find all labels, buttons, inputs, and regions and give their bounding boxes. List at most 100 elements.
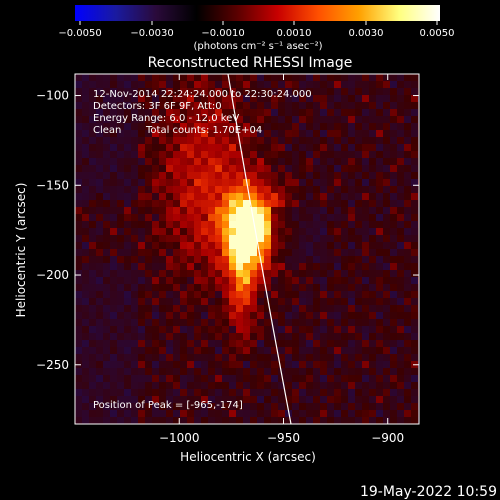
heatmap-cell bbox=[187, 228, 194, 235]
heatmap-cell bbox=[173, 242, 180, 249]
heatmap-cell bbox=[243, 137, 250, 144]
heatmap-cell bbox=[145, 410, 152, 417]
heatmap-cell bbox=[404, 74, 411, 81]
heatmap-cell bbox=[320, 319, 327, 326]
heatmap-cell bbox=[306, 284, 313, 291]
heatmap-cell bbox=[124, 235, 131, 242]
heatmap-cell bbox=[306, 130, 313, 137]
heatmap-cell bbox=[82, 144, 89, 151]
heatmap-cell bbox=[404, 144, 411, 151]
heatmap-cell bbox=[348, 249, 355, 256]
heatmap-cell bbox=[390, 340, 397, 347]
heatmap-cell bbox=[271, 375, 278, 382]
heatmap-cell bbox=[131, 193, 138, 200]
heatmap-cell bbox=[96, 417, 103, 424]
heatmap-cell bbox=[390, 109, 397, 116]
heatmap-cell bbox=[299, 389, 306, 396]
heatmap-cell bbox=[369, 95, 376, 102]
heatmap-cell bbox=[166, 256, 173, 263]
heatmap-cell bbox=[397, 256, 404, 263]
heatmap-cell bbox=[222, 95, 229, 102]
heatmap-cell bbox=[362, 249, 369, 256]
heatmap-cell bbox=[201, 74, 208, 81]
heatmap-cell bbox=[229, 312, 236, 319]
heatmap-cell bbox=[348, 277, 355, 284]
heatmap-cell bbox=[117, 284, 124, 291]
heatmap-cell bbox=[208, 410, 215, 417]
heatmap-cell bbox=[362, 375, 369, 382]
heatmap-cell bbox=[82, 151, 89, 158]
heatmap-cell bbox=[82, 340, 89, 347]
heatmap-cell bbox=[376, 151, 383, 158]
heatmap-cell bbox=[327, 228, 334, 235]
heatmap-cell bbox=[96, 137, 103, 144]
heatmap-cell bbox=[404, 389, 411, 396]
heatmap-cell bbox=[75, 235, 82, 242]
heatmap-cell bbox=[75, 382, 82, 389]
heatmap-cell bbox=[138, 326, 145, 333]
heatmap-cell bbox=[138, 165, 145, 172]
heatmap-cell bbox=[152, 291, 159, 298]
heatmap-cell bbox=[180, 123, 187, 130]
heatmap-cell bbox=[341, 410, 348, 417]
heatmap-cell bbox=[124, 417, 131, 424]
heatmap-cell bbox=[138, 193, 145, 200]
heatmap-cell bbox=[173, 123, 180, 130]
heatmap-cell bbox=[96, 88, 103, 95]
heatmap-cell bbox=[89, 228, 96, 235]
heatmap-cell bbox=[327, 361, 334, 368]
heatmap-cell bbox=[306, 403, 313, 410]
annotation-detectors: Detectors: 3F 6F 9F, Att:0 bbox=[93, 101, 222, 112]
heatmap-cell bbox=[285, 81, 292, 88]
heatmap-cell bbox=[411, 221, 418, 228]
heatmap-cell bbox=[327, 137, 334, 144]
heatmap-cell bbox=[271, 263, 278, 270]
heatmap-cell bbox=[145, 81, 152, 88]
heatmap-cell bbox=[229, 102, 236, 109]
heatmap-cell bbox=[299, 74, 306, 81]
heatmap-cell bbox=[194, 389, 201, 396]
heatmap-cell bbox=[292, 200, 299, 207]
heatmap-cell bbox=[236, 375, 243, 382]
axis-ticks: −1000 −950 −900−100−150−200−250 bbox=[36, 74, 419, 445]
heatmap-cell bbox=[383, 179, 390, 186]
heatmap-cell bbox=[334, 207, 341, 214]
heatmap-cell bbox=[411, 263, 418, 270]
heatmap-cell bbox=[285, 319, 292, 326]
heatmap-cell bbox=[222, 368, 229, 375]
heatmap-cell bbox=[194, 263, 201, 270]
heatmap-cell bbox=[215, 326, 222, 333]
heatmap-cell bbox=[152, 123, 159, 130]
heatmap-cell bbox=[320, 347, 327, 354]
heatmap-cell bbox=[131, 368, 138, 375]
heatmap-cell bbox=[96, 312, 103, 319]
heatmap-cell bbox=[110, 74, 117, 81]
heatmap-cell bbox=[299, 284, 306, 291]
heatmap-cell bbox=[369, 179, 376, 186]
heatmap-cell bbox=[103, 151, 110, 158]
heatmap-cell bbox=[285, 312, 292, 319]
heatmap-cell bbox=[376, 102, 383, 109]
heatmap-cell bbox=[313, 333, 320, 340]
heatmap-cell bbox=[131, 396, 138, 403]
heatmap-cell bbox=[229, 396, 236, 403]
heatmap-cell bbox=[362, 284, 369, 291]
heatmap-cell bbox=[362, 410, 369, 417]
heatmap-cell bbox=[313, 186, 320, 193]
heatmap-cell bbox=[96, 242, 103, 249]
heatmap-cell bbox=[229, 277, 236, 284]
heatmap-cell bbox=[75, 200, 82, 207]
heatmap-cell bbox=[166, 368, 173, 375]
heatmap-cell bbox=[411, 291, 418, 298]
heatmap-cell bbox=[229, 368, 236, 375]
heatmap-cell bbox=[320, 403, 327, 410]
heatmap-cell bbox=[341, 88, 348, 95]
heatmap-cell bbox=[124, 340, 131, 347]
heatmap-cell bbox=[278, 186, 285, 193]
heatmap-cell bbox=[229, 81, 236, 88]
heatmap-cell bbox=[313, 277, 320, 284]
heatmap-cell bbox=[404, 95, 411, 102]
heatmap-cell bbox=[250, 354, 257, 361]
heatmap-cell bbox=[243, 74, 250, 81]
heatmap-cell bbox=[341, 242, 348, 249]
